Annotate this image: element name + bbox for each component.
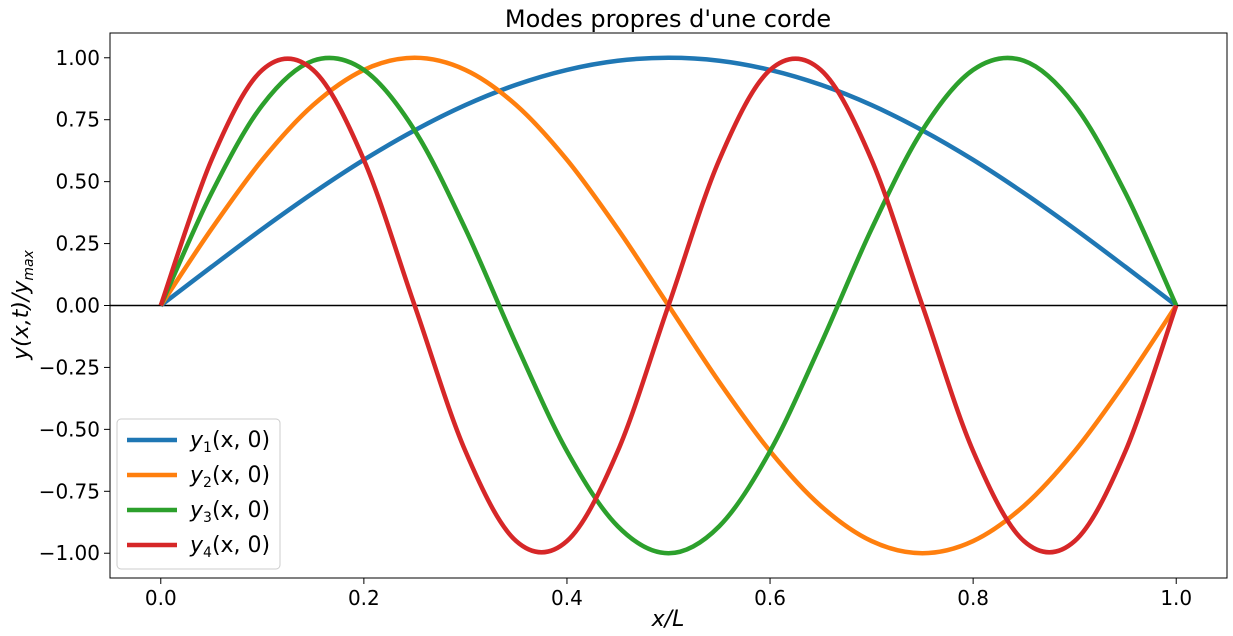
y-axis: 1.00 0.75 0.50 0.25 0.00 −0.25 −0.50 −0.75 −1.00 xyxy=(39,46,110,565)
legend-box xyxy=(116,418,281,570)
series-line-4 xyxy=(158,56,1179,555)
legend-label-1: y1(x, 0) xyxy=(189,428,270,456)
x-tick-label: 0.4 xyxy=(551,586,583,610)
y-tick-label: 0.25 xyxy=(55,232,100,256)
legend-label-2: y2(x, 0) xyxy=(189,463,270,491)
y-tick-label: −0.75 xyxy=(39,479,100,503)
plot-area xyxy=(110,55,1227,556)
y-tick-label: 1.00 xyxy=(55,46,100,70)
x-tick-label: 0.2 xyxy=(348,586,380,610)
y-tick-label: −1.00 xyxy=(39,541,100,565)
x-tick-label: 0.8 xyxy=(957,586,989,610)
x-axis: 0.0 0.2 0.4 0.6 0.8 1.0 xyxy=(145,578,1192,610)
y-axis-label: y(x,t)/ymax xyxy=(9,249,37,360)
y-tick-label: −0.25 xyxy=(39,355,100,379)
chart-title: Modes propres d'une corde xyxy=(505,5,831,33)
legend-label-4: y4(x, 0) xyxy=(189,533,270,561)
y-tick-label: −0.50 xyxy=(39,417,100,441)
legend-label-3: y3(x, 0) xyxy=(189,498,270,526)
x-tick-label: 0.0 xyxy=(145,586,177,610)
y-tick-label: 0.75 xyxy=(55,108,100,132)
series-line-3 xyxy=(158,55,1179,556)
legend: y1(x, 0) y2(x, 0) y3(x, 0) y4(x, 0) xyxy=(116,418,281,570)
x-axis-label: x/L xyxy=(651,607,685,632)
x-tick-label: 1.0 xyxy=(1160,586,1192,610)
series-line-1 xyxy=(159,55,1178,308)
y-tick-label: 0.50 xyxy=(55,170,100,194)
x-tick-label: 0.6 xyxy=(754,586,786,610)
y-tick-label: 0.00 xyxy=(55,294,100,318)
